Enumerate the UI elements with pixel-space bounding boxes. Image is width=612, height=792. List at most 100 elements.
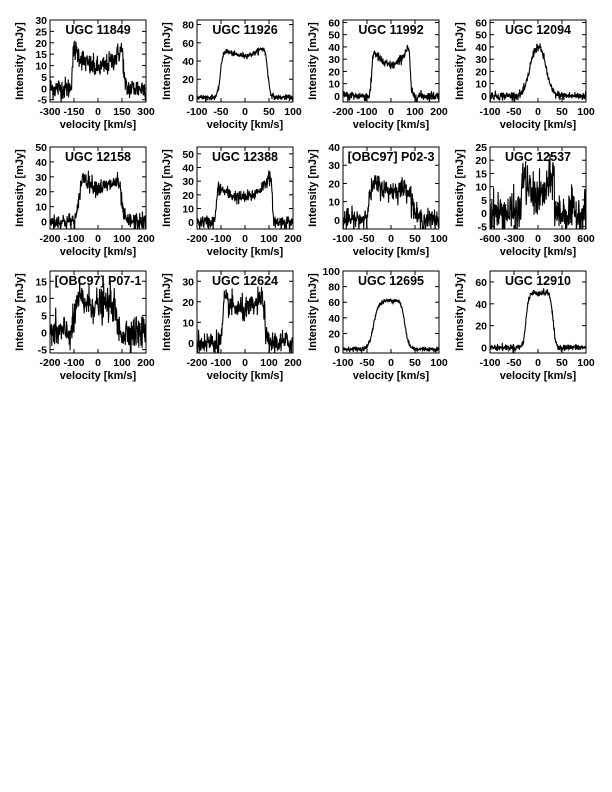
x-tick-label: -100	[479, 357, 500, 369]
x-tick-label: 150	[113, 106, 131, 118]
y-tick-label: 5	[41, 72, 47, 84]
spectrum-line	[490, 288, 586, 353]
spectrum-line	[197, 170, 293, 229]
y-tick-label: 20	[35, 38, 47, 50]
y-tick-label: 10	[182, 204, 194, 216]
x-tick-label: 0	[388, 357, 394, 369]
x-tick-label: 300	[553, 233, 571, 245]
y-tick-label: 0	[481, 208, 487, 220]
y-tick-label: 50	[182, 149, 194, 161]
y-axis-label: Intensity [mJy]	[454, 273, 466, 351]
y-axis-label: Intensity [mJy]	[454, 149, 466, 227]
y-tick-label: 40	[475, 42, 487, 54]
x-axis-label: velocity [km/s]	[60, 370, 137, 382]
x-tick-label: 100	[430, 233, 448, 245]
y-tick-label: 40	[328, 42, 340, 54]
x-tick-label: 200	[284, 233, 302, 245]
x-tick-label: -50	[359, 357, 374, 369]
y-tick-label: 30	[475, 54, 487, 66]
y-axis-label: Intensity [mJy]	[307, 273, 319, 351]
y-tick-label: 30	[328, 160, 340, 172]
y-tick-label: -5	[38, 95, 47, 107]
x-tick-label: -200	[39, 357, 60, 369]
y-tick-label: -5	[38, 345, 47, 357]
x-tick-label: 100	[430, 357, 448, 369]
y-tick-label: 10	[475, 182, 487, 194]
spectrum-line	[50, 277, 146, 353]
spectrum-line	[490, 43, 586, 102]
x-axis-label: velocity [km/s]	[500, 246, 577, 258]
y-tick-label: 20	[475, 66, 487, 78]
y-tick-label: 0	[188, 92, 194, 104]
spectrum-panel: -200 -100 0 100 200 0 10 20 30 40 50 UGC 12158 veloc…	[14, 142, 155, 258]
y-tick-label: 30	[35, 15, 47, 27]
y-tick-label: 20	[475, 155, 487, 167]
y-tick-label: 25	[475, 142, 487, 154]
y-axis-label: Intensity [mJy]	[14, 273, 26, 351]
x-tick-label: -100	[63, 357, 84, 369]
y-tick-label: 0	[334, 91, 340, 103]
spectrum-line	[343, 297, 439, 353]
x-tick-label: 200	[137, 357, 155, 369]
x-tick-label: -600	[479, 233, 500, 245]
spectrum-panel: -200 -100 0 100 200 -5 0 5 10 15 [OBC97] P07-1 velo…	[14, 270, 155, 382]
panel-title: [OBC97] P07-1	[55, 274, 142, 288]
y-tick-label: 20	[35, 187, 47, 199]
x-tick-label: 0	[242, 357, 248, 369]
x-tick-label: 100	[260, 357, 278, 369]
y-tick-label: 20	[328, 66, 340, 78]
y-tick-label: 30	[35, 172, 47, 184]
x-tick-label: 0	[388, 106, 394, 118]
y-axis-label: Intensity [mJy]	[307, 149, 319, 227]
x-axis-label: velocity [km/s]	[353, 370, 430, 382]
panel-title: UGC 11926	[212, 23, 277, 37]
x-tick-label: -100	[186, 106, 207, 118]
x-tick-label: -50	[359, 233, 374, 245]
panel-title: UGC 12910	[505, 274, 571, 288]
y-tick-label: 80	[328, 282, 340, 294]
spectrum-line	[490, 154, 586, 229]
x-tick-label: -100	[479, 106, 500, 118]
y-tick-label: 30	[182, 276, 194, 288]
x-tick-label: 50	[263, 106, 275, 118]
spectrum-panel: -100 -50 0 50 100 0 20 40 60 80 100 UGC 12695 veloci…	[307, 266, 448, 382]
x-tick-label: 100	[284, 106, 302, 118]
x-axis-label: velocity [km/s]	[207, 370, 284, 382]
y-axis-label: Intensity [mJy]	[161, 149, 173, 227]
x-tick-label: -100	[63, 233, 84, 245]
y-tick-label: 15	[475, 168, 487, 180]
y-axis-label: Intensity [mJy]	[14, 149, 26, 227]
y-axis-label: Intensity [mJy]	[161, 22, 173, 100]
y-tick-label: -5	[478, 221, 487, 233]
x-tick-label: -100	[332, 357, 353, 369]
x-tick-label: -200	[332, 106, 353, 118]
y-tick-label: 0	[41, 328, 47, 340]
y-tick-label: 10	[328, 197, 340, 209]
y-tick-label: 20	[328, 328, 340, 340]
y-tick-label: 50	[475, 30, 487, 42]
x-tick-label: 200	[137, 233, 155, 245]
x-tick-label: 0	[95, 357, 101, 369]
panel-title: UGC 11849	[65, 23, 130, 37]
y-tick-label: 50	[35, 142, 47, 154]
spectrum-line	[343, 175, 439, 229]
panel-title: UGC 12388	[212, 150, 278, 164]
spectrum-line	[343, 44, 439, 102]
panel-title: UGC 12624	[212, 274, 278, 288]
spectrum-panel: -100 -50 0 50 100 0 20 40 60 UGC 12910 velocity [k…	[454, 270, 595, 382]
y-axis-label: Intensity [mJy]	[307, 22, 319, 100]
y-tick-label: 15	[35, 49, 47, 61]
x-tick-label: -300	[39, 106, 60, 118]
y-tick-label: 40	[35, 157, 47, 169]
x-axis-label: velocity [km/s]	[207, 246, 284, 258]
x-tick-label: 200	[430, 106, 448, 118]
x-tick-label: 50	[556, 106, 568, 118]
x-axis-label: velocity [km/s]	[500, 119, 577, 131]
x-tick-label: 100	[577, 357, 595, 369]
y-tick-label: 0	[334, 344, 340, 356]
x-axis-label: velocity [km/s]	[500, 370, 577, 382]
